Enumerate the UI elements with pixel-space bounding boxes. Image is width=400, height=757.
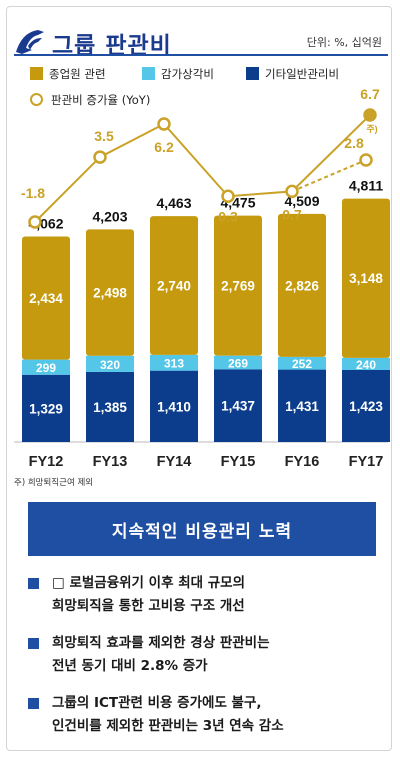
bar-value-label: 2,769 [221, 279, 255, 294]
yoy-value-label: 6.7 [360, 86, 380, 102]
yoy-adjusted-note: 주) [366, 124, 377, 134]
x-tick-label: FY15 [221, 454, 256, 470]
x-tick-label: FY13 [93, 454, 128, 470]
bar-value-label: 269 [228, 356, 248, 370]
bar-segment [22, 359, 70, 375]
bar-segment [214, 369, 262, 442]
bullet-line: 희망퇴직을 통한 고비용 구조 개선 [52, 598, 245, 614]
bullet-item: 희망퇴직 효과를 제외한 경상 판관비는 전년 동기 대비 2.8% 증가 [26, 632, 376, 678]
x-tick-label: FY12 [29, 454, 64, 470]
bar-value-label: 1,385 [93, 400, 127, 415]
yoy-value-label: -1.8 [21, 185, 45, 201]
bullet-line: 인건비를 제외한 판관비는 3년 연속 감소 [52, 718, 284, 734]
bullet-item: □ 로벌금융위기 이후 최대 규모의 희망퇴직을 통한 고비용 구조 개선 [26, 572, 376, 618]
bar-value-label: 2,434 [29, 291, 63, 306]
bar-segment [86, 371, 134, 442]
bar-value-label: 1,431 [285, 399, 319, 414]
company-logo-icon [16, 30, 44, 54]
yoy-point [93, 150, 107, 164]
bar-segment [278, 356, 326, 370]
legend-swatch-depreciation [142, 67, 155, 80]
bar-segment [342, 357, 390, 370]
bar-value-label: 313 [164, 357, 184, 371]
bar-segment [150, 370, 198, 442]
bar-segment [278, 213, 326, 357]
bar-segment [86, 355, 134, 372]
bar-value-label: 240 [356, 358, 376, 372]
bar-value-label: 1,437 [221, 399, 255, 414]
chart-footnote: 주) 희망퇴직근여 제외 [14, 478, 94, 488]
yoy-value-label: 0.3 [218, 208, 238, 224]
bar-total-label: 4,203 [92, 208, 127, 224]
bullet-marker [28, 578, 39, 589]
bar-value-label: 1,329 [29, 401, 63, 416]
yoy-value-label: 3.5 [94, 128, 114, 144]
bar-value-label: 320 [100, 358, 120, 372]
bar-value-label: 2,498 [93, 286, 127, 301]
yoy-point [157, 117, 171, 131]
yoy-value-label: 6.2 [154, 139, 174, 155]
bar-segment [86, 229, 134, 356]
bar-segment [150, 354, 198, 371]
bullet-line: 그룹의 ICT관련 비용 증가에도 불구, [52, 695, 262, 711]
x-tick-label: FY17 [349, 454, 384, 470]
title-divider [14, 54, 388, 56]
bar-total-label: 4,811 [349, 178, 383, 194]
yoy-adjusted-point [359, 153, 373, 167]
yoy-line [34, 114, 371, 223]
x-tick-label: FY16 [285, 454, 320, 470]
bar-segment [214, 215, 262, 356]
legend-label: 기타일반관리비 [265, 67, 340, 81]
bullet-marker [28, 638, 39, 649]
bullet-line: 전년 동기 대비 2.8% 증가 [52, 658, 208, 674]
legend-label: 판관비 증가율 (YoY) [51, 93, 151, 107]
bullet-marker [28, 698, 39, 709]
legend-item-yoy: 판관비 증가율 (YoY) [30, 92, 150, 108]
bar-segment [278, 369, 326, 442]
bar-value-label: 1,410 [157, 399, 191, 414]
bar-segment [150, 216, 198, 355]
unit-label: 단위: %, 십억원 [306, 36, 382, 49]
bar-value-label: 2,826 [285, 278, 319, 293]
bullet-list: □ 로벌금융위기 이후 최대 규모의 희망퇴직을 통한 고비용 구조 개선 희망… [26, 572, 376, 752]
yoy-point [28, 215, 42, 229]
yoy-value-label: 0.7 [282, 206, 302, 222]
legend-label: 종업원 관련 [49, 67, 106, 81]
bar-segment [342, 198, 390, 358]
x-tick-label: FY14 [157, 454, 192, 470]
bar-segment [22, 374, 70, 442]
yoy-adjusted-label: 2.8 [344, 135, 364, 151]
legend-item-general-admin: 기타일반관리비 [246, 66, 339, 82]
bar-value-label: 252 [292, 357, 312, 371]
legend-label: 감가상각비 [161, 67, 214, 81]
bar-total-label: 4,463 [156, 195, 191, 211]
bullet-line: □ 로벌금융위기 이후 최대 규모의 [52, 575, 246, 591]
bar-value-label: 299 [36, 361, 56, 375]
legend-marker-yoy [30, 93, 43, 106]
bar-value-label: 3,148 [349, 271, 383, 286]
yoy-point [363, 108, 377, 122]
panel-frame [6, 6, 392, 751]
legend-swatch-employee [30, 67, 43, 80]
bar-segment [22, 236, 70, 360]
yoy-point [221, 189, 235, 204]
bar-value-label: 2,740 [157, 278, 191, 293]
bullet-line: 희망퇴직 효과를 제외한 경상 판관비는 [52, 635, 270, 651]
legend-item-depreciation: 감가상각비 [142, 66, 214, 82]
bar-segment [342, 369, 390, 442]
sga-chart: 1,3292992,4344,062FY121,3853202,4984,203… [14, 86, 390, 470]
legend-swatch-general-admin [246, 67, 259, 80]
bar-segment [214, 355, 262, 370]
yoy-point [285, 184, 299, 199]
summary-banner: 지속적인 비용관리 노력 [28, 502, 376, 556]
legend-item-employee: 종업원 관련 [30, 66, 106, 82]
bullet-item: 그룹의 ICT관련 비용 증가에도 불구, 인건비를 제외한 판관비는 3년 연… [26, 692, 376, 738]
bar-value-label: 1,423 [349, 399, 383, 414]
yoy-adjusted-dashed-line [291, 159, 367, 193]
